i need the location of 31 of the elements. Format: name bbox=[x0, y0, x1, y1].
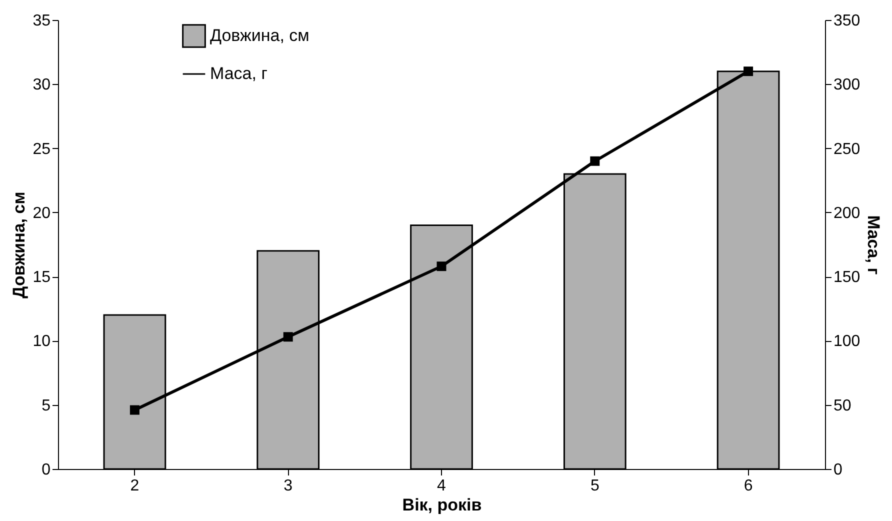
y-tick-label: 0 bbox=[42, 462, 51, 478]
x-tick-label: 2 bbox=[130, 478, 140, 494]
y-axis-title: Довжина, см bbox=[10, 192, 29, 298]
x-tick-label: 5 bbox=[590, 478, 600, 494]
y2-tick-label: 150 bbox=[834, 269, 860, 286]
point bbox=[436, 262, 446, 272]
x-tick-label: 3 bbox=[284, 478, 293, 494]
y2-axis-title: Маса, г bbox=[864, 215, 884, 275]
x-axis-title: Вік, років bbox=[402, 496, 482, 514]
x-tick-label: 6 bbox=[744, 478, 753, 494]
y2-tick-label: 350 bbox=[834, 12, 860, 30]
y2-tick-label: 300 bbox=[834, 76, 860, 94]
y2-tick-label: 0 bbox=[834, 462, 842, 478]
legend-label: Маса, г bbox=[210, 64, 268, 83]
y2-tick-label: 200 bbox=[834, 204, 860, 222]
point bbox=[130, 405, 140, 415]
y-tick-label: 20 bbox=[32, 204, 51, 222]
y-tick-label: 30 bbox=[32, 76, 51, 94]
y-tick-label: 5 bbox=[42, 397, 51, 414]
y2-tick-label: 100 bbox=[834, 333, 860, 350]
y2-tick-label: 50 bbox=[834, 397, 852, 414]
y-tick-label: 35 bbox=[32, 12, 51, 30]
point bbox=[744, 66, 754, 76]
point bbox=[283, 332, 293, 342]
y-tick-label: 10 bbox=[32, 333, 51, 350]
y-tick-label: 25 bbox=[32, 140, 51, 158]
x-tick-label: 4 bbox=[437, 478, 446, 494]
y2-tick-label: 250 bbox=[834, 140, 860, 158]
y-tick-label: 15 bbox=[32, 269, 51, 286]
legend-label: Довжина, см bbox=[210, 26, 310, 45]
point bbox=[590, 156, 600, 166]
